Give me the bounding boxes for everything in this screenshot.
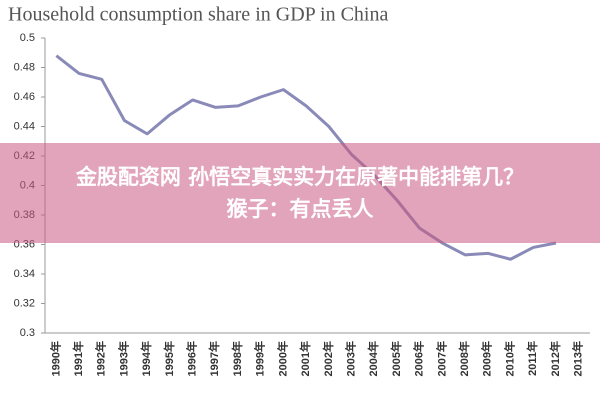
x-tick-label: 2002年 [321, 341, 335, 376]
y-tick-label: 0.34 [14, 268, 35, 280]
x-tick-label: 1994年 [139, 341, 153, 376]
x-tick-label: 1992年 [94, 341, 108, 376]
y-tick-label: 0.5 [20, 32, 35, 44]
y-tick-label: 0.48 [14, 61, 35, 73]
y-tick-label: 0.44 [14, 120, 35, 132]
x-tick-label: 2012年 [548, 341, 562, 376]
overlay-line: 猴子：有点丢人 [226, 197, 374, 221]
x-tick-label: 2013年 [571, 341, 585, 376]
x-tick-label: 2007年 [434, 341, 448, 376]
y-tick-label: 0.46 [14, 91, 35, 103]
x-tick-label: 2000年 [275, 341, 289, 376]
x-tick-label: 2004年 [366, 341, 380, 376]
chart-title: Household consumption share in GDP in Ch… [8, 4, 388, 26]
x-tick-label: 2005年 [389, 341, 403, 376]
overlay-line: 金股配资网 孙悟空真实实力在原著中能排第几？ [75, 165, 525, 189]
x-tick-label: 1990年 [48, 341, 62, 376]
x-tick-label: 1998年 [230, 341, 244, 376]
x-tick-label: 1993年 [116, 341, 130, 376]
x-tick-label: 2011年 [525, 341, 539, 376]
x-tick-label: 1996年 [185, 341, 199, 376]
x-tick-label: 1999年 [253, 341, 267, 376]
x-tick-label: 1997年 [207, 341, 221, 376]
x-tick-label: 1995年 [162, 341, 176, 376]
x-tick-label: 2008年 [457, 341, 471, 376]
x-tick-label: 1991年 [71, 341, 85, 376]
y-tick-label: 0.3 [20, 327, 35, 339]
y-tick-label: 0.32 [14, 297, 35, 309]
x-tick-label: 2006年 [412, 341, 426, 376]
x-tick-label: 2001年 [298, 341, 312, 376]
data-line [55, 54, 557, 261]
x-tick-label: 2003年 [343, 341, 357, 376]
overlay-banner: 金股配资网 孙悟空真实实力在原著中能排第几？ 猴子：有点丢人 [0, 143, 600, 243]
x-tick-label: 2009年 [480, 341, 494, 376]
x-tick-label: 2010年 [502, 341, 516, 376]
